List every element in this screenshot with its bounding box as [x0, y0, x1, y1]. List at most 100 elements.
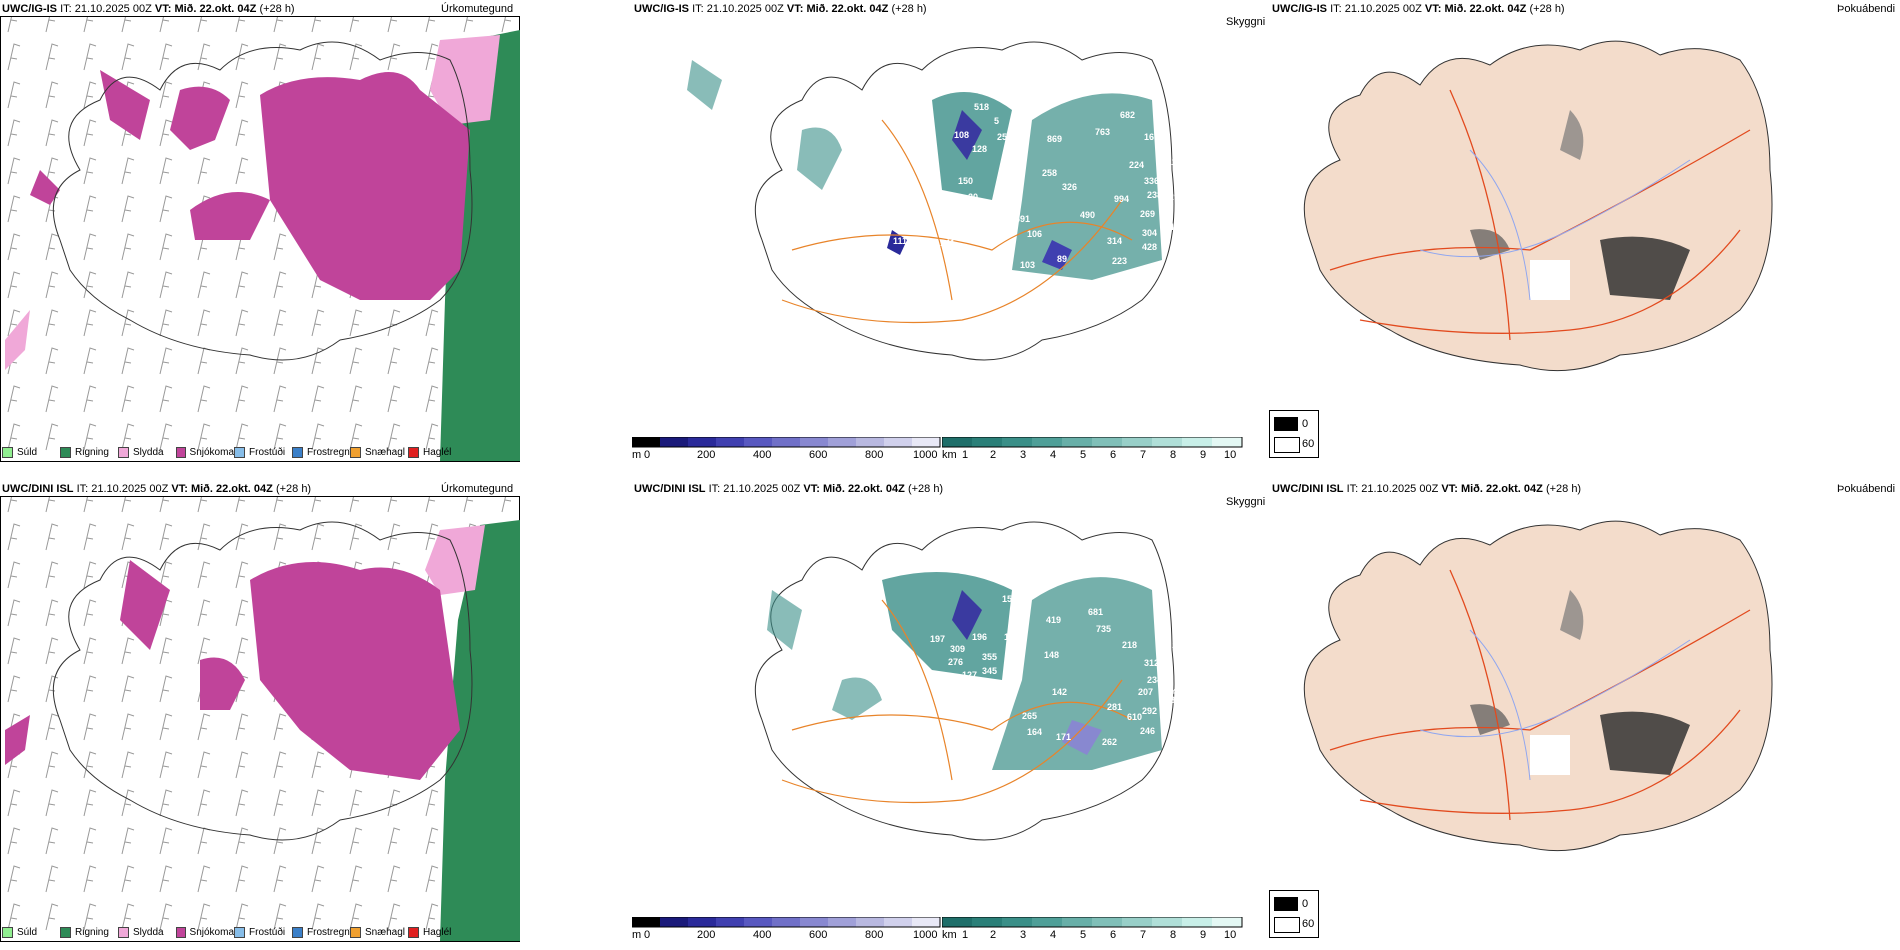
cloud-value-labels: 682 167 116 869 763 518 5 258 108 128 10…: [787, 102, 1184, 270]
fog-legend-label: 0: [1302, 418, 1309, 430]
cloud-value: 106: [1002, 150, 1017, 160]
legend-item: Snæhagl: [350, 927, 408, 938]
tick-label: 800: [865, 449, 884, 461]
cloud-value: 681: [1088, 607, 1103, 617]
legend-item: Súld: [2, 447, 60, 458]
tick-label: 400: [753, 449, 772, 461]
panel-title: Þokuábendi: [1837, 3, 1896, 15]
cloud-value: 84: [870, 737, 880, 747]
cloud-value: 234: [1147, 675, 1162, 685]
cloud-base-swatches: [632, 437, 941, 448]
cloud-value: 103: [1020, 260, 1035, 270]
cloud-base-swatches: [632, 917, 941, 928]
tick-label: 8: [1170, 929, 1177, 941]
cloud-map: 682 167 116 869 763 518 5 258 108 128 10…: [687, 41, 1184, 361]
unit-label: km: [942, 929, 957, 941]
cloud-value: 141: [940, 238, 955, 248]
tick-label: 7: [1140, 929, 1147, 941]
unit-label: km: [942, 449, 957, 461]
cloud-value: 461: [862, 640, 877, 650]
cloud-value: 108: [954, 130, 969, 140]
tick-label: 600: [809, 449, 828, 461]
panel-title: Úrkomutegund: [441, 483, 514, 495]
tick-label: 10: [1224, 449, 1237, 461]
cloud-value: 95: [994, 250, 1004, 260]
cloud-value: 156: [1002, 594, 1017, 604]
visibility-swatches: [942, 437, 1243, 448]
precip-legend: Súld Rigning Slydda Snjókoma Frostúði Fr…: [2, 447, 466, 458]
cloud-value: 345: [982, 666, 997, 676]
cloud-value: 258: [1042, 168, 1057, 178]
cloud-value: 336: [1144, 176, 1159, 186]
tick-label: 1000: [913, 449, 938, 461]
tick-label: 5: [1080, 449, 1087, 461]
legend-item: Rigning: [60, 927, 118, 938]
cloud-value: 518: [974, 102, 989, 112]
visibility-colorbar: km 1 2 3 4 5 6 7 8 9 10: [942, 437, 1262, 467]
cloud-value: 735: [1096, 624, 1111, 634]
cloud-value: 246: [1140, 726, 1155, 736]
cloud-value: 204: [1180, 677, 1195, 687]
legend-item: Snjókoma: [176, 447, 234, 458]
cloud-value: 223: [787, 686, 802, 696]
tick-label: 1000: [913, 929, 938, 941]
tick-label: 3: [1020, 929, 1027, 941]
tick-label: 6: [1110, 929, 1117, 941]
tick-label: 600: [809, 929, 828, 941]
cloud-value: 111: [893, 236, 907, 246]
tick-label: 400: [753, 929, 772, 941]
cloud-value: 156: [897, 716, 912, 726]
cloud-value: 682: [1120, 110, 1135, 120]
cloud-value: 116: [1167, 157, 1182, 167]
tick-label: 9: [1200, 449, 1207, 461]
fog-legend-label: 60: [1302, 438, 1315, 450]
cloud-value: 5: [994, 116, 999, 126]
cloud-value: 610: [1127, 712, 1142, 722]
cloud-value: 150: [958, 176, 973, 186]
panel-header: UWC/DINI ISL IT: 21.10.2025 00Z VT: Mið.…: [2, 483, 312, 495]
panel-header: UWC/IG-IS IT: 21.10.2025 00Z VT: Mið. 22…: [2, 3, 295, 15]
legend-item: Haglél: [408, 447, 466, 458]
tick-label: 800: [865, 929, 884, 941]
cloud-value: 304: [1142, 228, 1157, 238]
cloud-value: 223: [1112, 256, 1127, 266]
cloud-value: 166: [1004, 632, 1019, 642]
visibility-colorbar: km 1 2 3 4 5 6 7 8 9 10: [942, 917, 1262, 947]
tick-label: 6: [1110, 449, 1117, 461]
cloud-value: 314: [1107, 236, 1122, 246]
cloud-value: 37: [864, 248, 874, 258]
panel-header: UWC/IG-IS IT: 21.10.2025 00Z VT: Mið. 22…: [634, 3, 927, 15]
tick-label: 4: [1050, 449, 1057, 461]
cloud-value: 164: [1027, 727, 1042, 737]
legend-item: Rigning: [60, 447, 118, 458]
fog-map: [1303, 520, 1773, 852]
panel-header: UWC/IG-IS IT: 21.10.2025 00Z VT: Mið. 22…: [1272, 3, 1565, 15]
tick-label: 5: [1080, 929, 1087, 941]
cloud-value: 955: [787, 226, 802, 236]
cloud-value: 298: [858, 627, 873, 637]
tick-label: 1: [962, 929, 969, 941]
cloud-value: 196: [972, 632, 987, 642]
legend-item: Frostúði: [234, 927, 292, 938]
cloud-value: 142: [1052, 687, 1067, 697]
cloud-value: 269: [1140, 209, 1155, 219]
cloud-value: 312: [1144, 658, 1159, 668]
cloud-value-labels: 681 735 156 419 298 461 197 309 196 166 …: [787, 594, 1195, 764]
legend-item: Súld: [2, 927, 60, 938]
cloud-panel-bottom: UWC/DINI ISL IT: 21.10.2025 00Z VT: Mið.…: [632, 480, 1319, 950]
panel-title: Úrkomutegund: [441, 3, 514, 15]
cloud-value: 238: [1147, 190, 1162, 200]
panel-header: UWC/DINI ISL IT: 21.10.2025 00Z VT: Mið.…: [1272, 483, 1582, 495]
fog-legend: 0 60: [1269, 410, 1319, 458]
tick-label: 3: [1020, 449, 1027, 461]
cloud-value: 167: [1144, 132, 1159, 142]
cloud-value: 224: [1129, 160, 1144, 170]
cloud-value: 326: [1062, 182, 1077, 192]
cloud-value: 309: [950, 644, 965, 654]
panel-title: Skyggni: [1226, 496, 1266, 508]
cloud-value: 281: [1107, 702, 1122, 712]
cloud-value: 176: [964, 727, 979, 737]
tick-label: 8: [1170, 449, 1177, 461]
fog-legend-label: 0: [1302, 898, 1309, 910]
legend-item: Snæhagl: [350, 447, 408, 458]
